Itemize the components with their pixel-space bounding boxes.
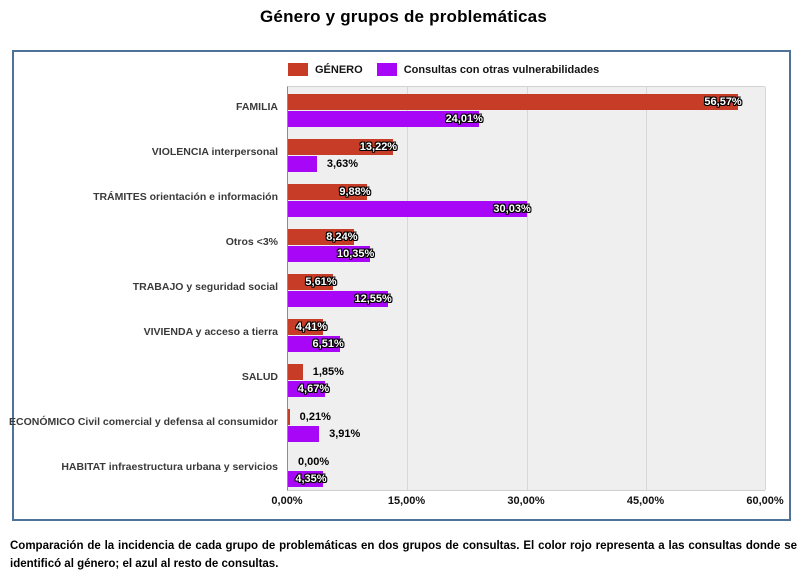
bar-value-label: 10,35% bbox=[336, 248, 375, 260]
chart-rows: FAMILIA 56,57% 24,01% VIOLENCIA interperson… bbox=[9, 86, 765, 491]
gridline bbox=[765, 87, 766, 490]
bar-value-label: 3,63% bbox=[326, 158, 359, 170]
bar-group: 56,57% 24,01% bbox=[288, 86, 765, 131]
category-label: TRÁMITES orientación e información bbox=[93, 190, 278, 203]
bar-group: 0,00% 4,35% bbox=[288, 446, 765, 491]
legend-label-genero: GÉNERO bbox=[315, 63, 363, 76]
x-tick-label: 45,00% bbox=[626, 495, 665, 507]
bar-genero: 56,57% bbox=[288, 94, 742, 110]
chart-legend: GÉNERO Consultas con otras vulnerabilida… bbox=[288, 63, 613, 76]
bar-genero: 9,88% bbox=[288, 184, 371, 200]
bar-group: 1,85% 4,67% bbox=[288, 356, 765, 401]
gridline bbox=[645, 87, 647, 490]
bar-group: 13,22% 3,63% bbox=[288, 131, 765, 176]
bar-group: 0,21% 3,91% bbox=[288, 401, 765, 446]
legend-swatch-genero bbox=[288, 63, 308, 76]
legend-item-otras-vulnerabilidades: Consultas con otras vulnerabilidades bbox=[376, 63, 600, 76]
bar-genero: 4,41% bbox=[288, 319, 327, 335]
chart-row: TRÁMITES orientación e información 9,88% 3… bbox=[14, 176, 765, 221]
bar-value-label: 56,57% bbox=[704, 96, 742, 108]
bar-genero: 0,21% bbox=[288, 409, 331, 425]
bar-value-label: 8,24% bbox=[326, 231, 358, 243]
x-tick-label: 15,00% bbox=[387, 495, 426, 507]
bar-genero: 13,22% bbox=[288, 139, 397, 155]
bar-otras-vulnerabilidades: 10,35% bbox=[288, 246, 374, 262]
bar-value-label: 12,55% bbox=[354, 293, 392, 305]
bar-genero: 5,61% bbox=[288, 274, 337, 290]
chart-row: HABITAT infraestructura urbana y servici… bbox=[14, 446, 765, 491]
bar-group: 9,88% 30,03% bbox=[288, 176, 765, 221]
bar-genero: 1,85% bbox=[288, 364, 344, 380]
legend-swatch-otras-vulnerabilidades bbox=[376, 63, 397, 76]
figure-caption: Comparación de la incidencia de cada gru… bbox=[10, 540, 797, 570]
gridline bbox=[407, 87, 409, 490]
category-label: ECONÓMICO Civil comercial y defensa al c… bbox=[9, 415, 278, 428]
x-tick-label: 60,00% bbox=[746, 495, 784, 507]
bar-value-label: 9,88% bbox=[339, 186, 371, 198]
category-label: Otros <3% bbox=[225, 235, 278, 248]
gridline bbox=[526, 87, 528, 490]
category-label: TRABAJO y seguridad social bbox=[132, 280, 278, 293]
bar-otras-vulnerabilidades: 24,01% bbox=[288, 111, 483, 127]
chart-row: VIVIENDA y acceso a tierra 4,41% 6,51% bbox=[14, 311, 765, 356]
bar-value-label: 5,61% bbox=[305, 276, 337, 288]
bar-otras-vulnerabilidades: 3,91% bbox=[288, 426, 360, 442]
category-label: FAMILIA bbox=[236, 100, 278, 113]
chart-row: ECONÓMICO Civil comercial y defensa al c… bbox=[9, 401, 765, 446]
bar-genero: 8,24% bbox=[288, 229, 358, 245]
bar-group: 8,24% 10,35% bbox=[288, 221, 765, 266]
bar-otras-vulnerabilidades: 30,03% bbox=[288, 201, 531, 217]
chart-row: Otros <3% 8,24% 10,35% bbox=[14, 221, 765, 266]
bar-value-label: 0,21% bbox=[299, 411, 331, 423]
bar-group: 4,41% 6,51% bbox=[288, 311, 765, 356]
bar-otras-vulnerabilidades: 3,63% bbox=[288, 156, 358, 172]
legend-label-otras-vulnerabilidades: Consultas con otras vulnerabilidades bbox=[403, 63, 600, 76]
bar-value-label: 1,85% bbox=[312, 366, 344, 378]
chart-row: FAMILIA 56,57% 24,01% bbox=[14, 86, 765, 131]
bar-value-label: 30,03% bbox=[493, 203, 531, 215]
legend-item-genero: GÉNERO bbox=[288, 63, 363, 76]
chart-row: TRABAJO y seguridad social 5,61% 12,55% bbox=[14, 266, 765, 311]
bar-otras-vulnerabilidades: 4,35% bbox=[288, 471, 327, 487]
bar-value-label: 24,01% bbox=[445, 113, 483, 125]
bar-value-label: 4,35% bbox=[295, 473, 327, 485]
chart-frame: GÉNERO Consultas con otras vulnerabilida… bbox=[9, 50, 791, 521]
x-tick-label: 30,00% bbox=[507, 495, 545, 507]
chart-row: SALUD 1,85% 4,67% bbox=[14, 356, 765, 401]
bar-group: 5,61% 12,55% bbox=[288, 266, 765, 311]
category-label: VIVIENDA y acceso a tierra bbox=[143, 325, 278, 338]
bar-otras-vulnerabilidades: 4,67% bbox=[288, 381, 329, 397]
category-label: VIOLENCIA interpersonal bbox=[151, 145, 278, 158]
bar-otras-vulnerabilidades: 12,55% bbox=[288, 291, 392, 307]
bar-value-label: 4,67% bbox=[297, 383, 330, 395]
category-label: SALUD bbox=[241, 370, 278, 383]
bar-value-label: 13,22% bbox=[359, 141, 398, 153]
bar-value-label: 6,51% bbox=[312, 338, 344, 350]
category-label: HABITAT infraestructura urbana y servici… bbox=[61, 460, 278, 473]
bar-value-label: 3,91% bbox=[329, 428, 361, 440]
bar-value-label: 0,00% bbox=[298, 456, 330, 468]
x-tick-label: 0,00% bbox=[271, 495, 303, 507]
chart-title: Género y grupos de problemáticas bbox=[260, 7, 547, 26]
x-axis: 0,00% 15,00% 30,00% 45,00% 60,00% bbox=[271, 495, 783, 511]
bar-value-label: 4,41% bbox=[295, 321, 328, 333]
bar-otras-vulnerabilidades: 6,51% bbox=[288, 336, 344, 352]
chart-row: VIOLENCIA interpersonal 13,22% 3,63% bbox=[14, 131, 765, 176]
